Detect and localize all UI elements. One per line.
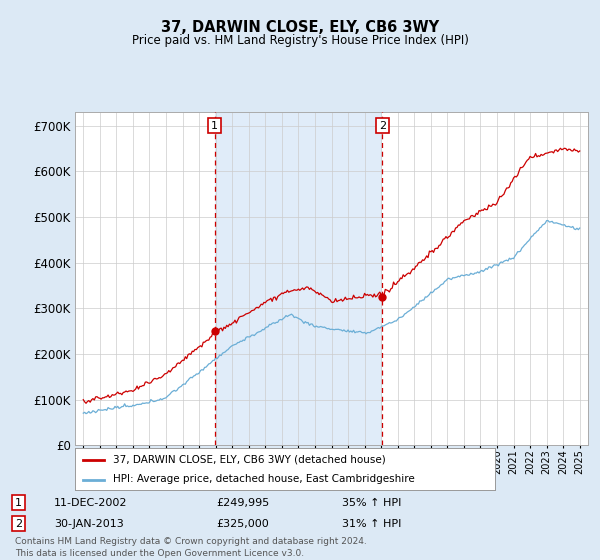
Text: 1: 1: [211, 121, 218, 130]
Text: 37, DARWIN CLOSE, ELY, CB6 3WY: 37, DARWIN CLOSE, ELY, CB6 3WY: [161, 20, 439, 35]
Text: 2: 2: [379, 121, 386, 130]
Text: HPI: Average price, detached house, East Cambridgeshire: HPI: Average price, detached house, East…: [113, 474, 415, 484]
Text: 2: 2: [15, 519, 22, 529]
Text: 11-DEC-2002: 11-DEC-2002: [54, 498, 128, 507]
Text: 31% ↑ HPI: 31% ↑ HPI: [342, 519, 401, 529]
Text: Contains HM Land Registry data © Crown copyright and database right 2024.
This d: Contains HM Land Registry data © Crown c…: [15, 537, 367, 558]
Text: 35% ↑ HPI: 35% ↑ HPI: [342, 498, 401, 507]
Text: 30-JAN-2013: 30-JAN-2013: [54, 519, 124, 529]
Text: 37, DARWIN CLOSE, ELY, CB6 3WY (detached house): 37, DARWIN CLOSE, ELY, CB6 3WY (detached…: [113, 455, 386, 465]
Text: 1: 1: [15, 498, 22, 507]
Text: £325,000: £325,000: [216, 519, 269, 529]
Bar: [215, 112, 382, 445]
Text: Price paid vs. HM Land Registry's House Price Index (HPI): Price paid vs. HM Land Registry's House …: [131, 34, 469, 46]
Text: £249,995: £249,995: [216, 498, 269, 507]
